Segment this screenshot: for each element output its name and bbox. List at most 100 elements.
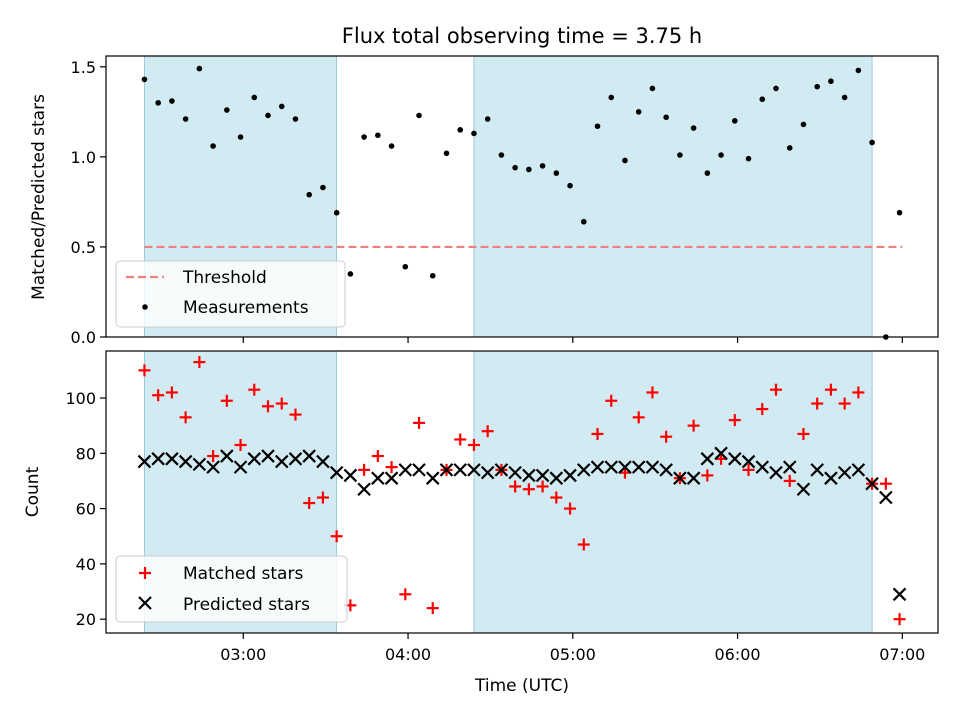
matched-star-point	[413, 416, 426, 429]
top-y-axis-label: Matched/Predicted stars	[29, 94, 49, 300]
matched-legend-swatch	[139, 567, 151, 579]
predicted-star-point	[755, 460, 770, 474]
matched-star-point	[262, 400, 275, 413]
bottom-y-ticks: 20 40 60 80 100	[65, 389, 106, 629]
measurement-points	[141, 65, 903, 340]
matched-star-point	[193, 356, 206, 369]
predicted-star-point	[714, 446, 728, 461]
predicted-star-point	[631, 460, 646, 474]
matched-star-point	[550, 491, 563, 504]
x-tick-label: 03:00	[220, 645, 266, 664]
predicted-star-point	[590, 460, 605, 474]
matched-star-point	[220, 394, 233, 407]
measurement-point	[814, 83, 820, 90]
predicted-star-point	[865, 476, 879, 491]
predicted-legend-label: Predicted stars	[183, 595, 310, 615]
matched-star-point	[275, 397, 288, 410]
predicted-star-point	[439, 463, 454, 477]
measurement-point	[704, 170, 711, 176]
predicted-star-point	[851, 463, 866, 477]
matched-star-point	[769, 383, 782, 396]
y-tick-label: 1.0	[71, 148, 96, 167]
measurement-point	[265, 112, 271, 119]
measurement-point	[828, 78, 834, 85]
predicted-star-point	[151, 452, 165, 466]
chart-title: Flux total observing time = 3.75 h	[342, 24, 702, 48]
x-tick-label: 04:00	[385, 645, 431, 664]
top-y-ticks: 0.0 0.5 1.0 1.5	[71, 58, 106, 347]
predicted-star-point	[233, 460, 248, 474]
measurement-point	[416, 112, 422, 119]
measurement-point	[512, 164, 518, 171]
measurement-point	[841, 94, 848, 101]
predicted-star-point	[577, 463, 591, 477]
matched-star-point	[660, 430, 673, 443]
measurement-point	[526, 166, 532, 173]
threshold-legend-label: Threshold	[182, 268, 267, 288]
matched-star-point	[399, 588, 412, 601]
measurement-point	[155, 100, 161, 106]
matched-stars-points	[138, 356, 906, 626]
matched-star-point	[893, 613, 906, 626]
predicted-star-point	[892, 587, 907, 602]
predicted-star-point	[288, 452, 303, 466]
shaded-interval	[473, 55, 873, 338]
measurement-point	[443, 150, 450, 157]
y-tick-label: 0.5	[71, 238, 96, 257]
y-tick-label: 80	[76, 444, 96, 463]
measurement-point	[320, 184, 326, 191]
predicted-legend-swatch	[138, 596, 152, 610]
matched-star-point	[371, 450, 384, 463]
predicted-star-point	[206, 460, 220, 474]
predicted-star-point	[137, 454, 152, 469]
measurement-point	[759, 96, 766, 103]
measurement-point	[237, 134, 244, 140]
matched-star-point	[577, 538, 590, 551]
bottom-legend: Matched stars Predicted stars	[115, 555, 348, 623]
measurement-point	[745, 155, 752, 162]
measurement-point	[402, 263, 409, 270]
measurements-legend-swatch	[142, 304, 148, 310]
predicted-star-point	[274, 454, 289, 469]
measurement-point	[663, 114, 669, 121]
predicted-star-point	[192, 457, 207, 472]
predicted-star-point	[522, 468, 536, 483]
predicted-star-point	[371, 471, 385, 485]
measurement-point	[251, 94, 258, 101]
top-shaded-intervals	[144, 55, 873, 338]
predicted-star-point	[412, 463, 426, 477]
predicted-star-point	[645, 460, 660, 474]
matched-star-point	[248, 383, 261, 396]
measurement-point	[855, 67, 862, 74]
measurement-point	[553, 170, 560, 176]
predicted-star-point	[824, 471, 838, 485]
predicted-star-point	[343, 468, 358, 483]
bottom-y-axis-label: Count	[23, 466, 43, 517]
predicted-star-point	[247, 452, 262, 466]
matched-star-point	[811, 397, 824, 410]
predicted-star-point	[700, 452, 715, 466]
predicted-star-point	[261, 449, 275, 463]
predicted-star-point	[480, 465, 495, 480]
measurement-point	[567, 182, 573, 189]
matched-star-point	[879, 477, 892, 490]
measurement-point	[333, 209, 340, 216]
matched-star-point	[179, 411, 192, 424]
y-tick-label: 60	[76, 500, 96, 519]
matched-star-point	[426, 602, 439, 615]
measurement-point	[169, 98, 175, 104]
measurement-point	[210, 143, 216, 149]
matched-star-point	[138, 364, 151, 377]
measurement-point	[471, 130, 477, 137]
measurement-point	[594, 123, 601, 130]
predicted-star-point	[508, 465, 522, 480]
predicted-star-point	[398, 463, 413, 477]
matched-legend-label: Matched stars	[183, 564, 303, 584]
top-axes-frame	[105, 55, 939, 338]
predicted-star-point	[563, 468, 577, 483]
predicted-star-point	[220, 449, 234, 463]
predicted-stars-points	[137, 446, 907, 602]
matched-star-point	[152, 389, 165, 402]
matched-star-point	[701, 469, 714, 482]
